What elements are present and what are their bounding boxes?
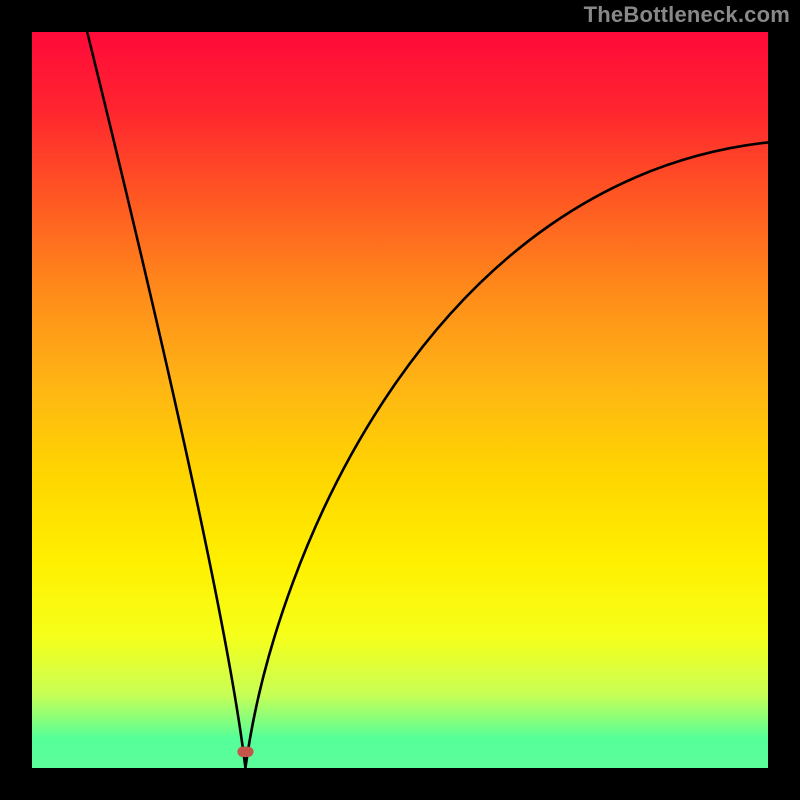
plot-area bbox=[32, 32, 768, 768]
plot-background bbox=[32, 32, 768, 768]
chart-frame: TheBottleneck.com bbox=[0, 0, 800, 800]
plot-svg bbox=[32, 32, 768, 768]
vertex-marker bbox=[237, 747, 253, 757]
watermark-text: TheBottleneck.com bbox=[584, 2, 790, 28]
